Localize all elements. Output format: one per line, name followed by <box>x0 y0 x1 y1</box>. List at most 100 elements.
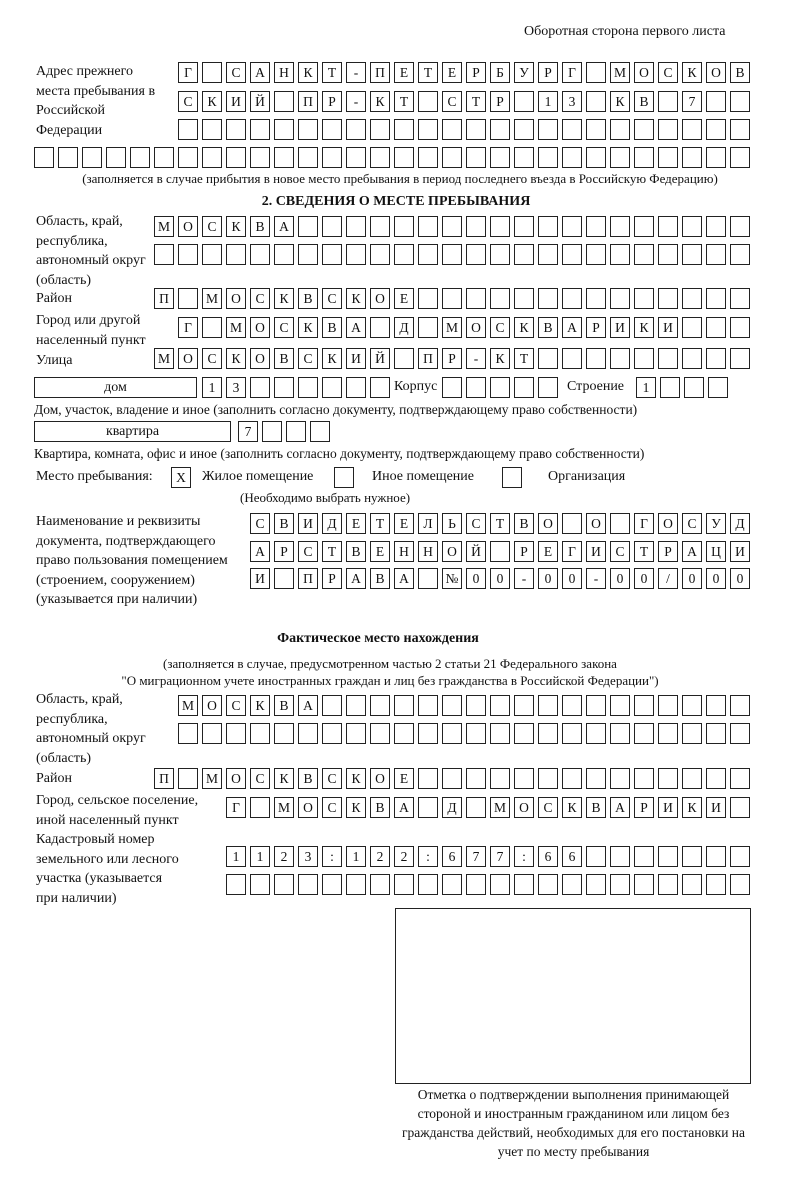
char-cell[interactable] <box>442 723 462 744</box>
char-cell[interactable]: И <box>610 317 630 338</box>
char-cell[interactable] <box>658 348 678 369</box>
char-cell[interactable]: К <box>514 317 534 338</box>
char-cell[interactable]: О <box>586 513 606 534</box>
char-cell[interactable]: 3 <box>298 846 318 867</box>
char-cell[interactable] <box>538 288 558 309</box>
char-cell[interactable]: С <box>298 348 318 369</box>
char-cell[interactable] <box>226 147 246 168</box>
char-cell[interactable] <box>730 695 750 716</box>
char-cell[interactable] <box>394 874 414 895</box>
char-cell[interactable]: : <box>514 846 534 867</box>
char-cell[interactable] <box>586 244 606 265</box>
char-cell[interactable] <box>682 244 702 265</box>
char-cell[interactable]: О <box>370 768 390 789</box>
char-cell[interactable] <box>442 874 462 895</box>
char-cell[interactable] <box>298 119 318 140</box>
char-cell[interactable] <box>178 119 198 140</box>
char-cell[interactable] <box>418 119 438 140</box>
char-cell[interactable] <box>250 147 270 168</box>
char-cell[interactable] <box>418 723 438 744</box>
char-cell[interactable] <box>610 244 630 265</box>
char-cell[interactable] <box>682 348 702 369</box>
char-cell[interactable]: Т <box>322 62 342 83</box>
char-cell[interactable]: В <box>322 317 342 338</box>
char-cell[interactable] <box>34 147 54 168</box>
char-cell[interactable]: Е <box>442 62 462 83</box>
char-cell[interactable] <box>442 119 462 140</box>
char-cell[interactable] <box>610 768 630 789</box>
char-cell[interactable]: Р <box>634 797 654 818</box>
char-cell[interactable]: № <box>442 568 462 589</box>
char-cell[interactable] <box>286 421 306 442</box>
char-cell[interactable] <box>298 147 318 168</box>
char-cell[interactable] <box>610 723 630 744</box>
stay-checkbox-organization[interactable] <box>502 467 522 488</box>
char-cell[interactable] <box>370 377 390 398</box>
char-cell[interactable] <box>660 377 680 398</box>
char-cell[interactable]: В <box>538 317 558 338</box>
char-cell[interactable] <box>658 288 678 309</box>
char-cell[interactable]: С <box>274 317 294 338</box>
char-cell[interactable]: 6 <box>562 846 582 867</box>
char-cell[interactable] <box>586 348 606 369</box>
char-cell[interactable]: 1 <box>226 846 246 867</box>
char-cell[interactable] <box>730 288 750 309</box>
char-cell[interactable]: К <box>298 317 318 338</box>
char-cell[interactable]: Р <box>322 91 342 112</box>
stay-checkbox-other[interactable] <box>334 467 354 488</box>
char-cell[interactable] <box>706 348 726 369</box>
char-cell[interactable]: С <box>610 541 630 562</box>
char-cell[interactable] <box>634 147 654 168</box>
char-cell[interactable] <box>490 541 510 562</box>
char-cell[interactable]: 1 <box>250 846 270 867</box>
char-cell[interactable] <box>418 147 438 168</box>
char-cell[interactable]: К <box>610 91 630 112</box>
char-cell[interactable] <box>466 874 486 895</box>
char-cell[interactable]: 1 <box>202 377 222 398</box>
char-cell[interactable] <box>58 147 78 168</box>
char-cell[interactable]: В <box>370 797 390 818</box>
char-cell[interactable]: В <box>298 288 318 309</box>
char-cell[interactable]: А <box>298 695 318 716</box>
char-cell[interactable] <box>202 317 222 338</box>
char-cell[interactable] <box>322 216 342 237</box>
char-cell[interactable] <box>490 288 510 309</box>
char-cell[interactable]: В <box>274 513 294 534</box>
char-cell[interactable] <box>634 723 654 744</box>
char-cell[interactable]: А <box>394 568 414 589</box>
char-cell[interactable]: Г <box>634 513 654 534</box>
char-cell[interactable]: 0 <box>706 568 726 589</box>
char-cell[interactable] <box>586 768 606 789</box>
char-cell[interactable]: О <box>658 513 678 534</box>
char-cell[interactable]: 0 <box>682 568 702 589</box>
char-cell[interactable] <box>610 874 630 895</box>
char-cell[interactable] <box>706 216 726 237</box>
char-cell[interactable] <box>298 216 318 237</box>
char-cell[interactable] <box>442 288 462 309</box>
char-cell[interactable] <box>418 797 438 818</box>
char-cell[interactable]: О <box>178 348 198 369</box>
char-cell[interactable]: 0 <box>466 568 486 589</box>
char-cell[interactable]: Д <box>322 513 342 534</box>
char-cell[interactable] <box>610 513 630 534</box>
char-cell[interactable] <box>274 377 294 398</box>
char-cell[interactable] <box>586 723 606 744</box>
char-cell[interactable] <box>658 119 678 140</box>
char-cell[interactable]: К <box>634 317 654 338</box>
char-cell[interactable] <box>322 244 342 265</box>
char-cell[interactable]: С <box>682 513 702 534</box>
char-cell[interactable]: А <box>250 541 270 562</box>
char-cell[interactable]: Г <box>178 317 198 338</box>
char-cell[interactable]: С <box>250 288 270 309</box>
char-cell[interactable]: Т <box>490 513 510 534</box>
char-cell[interactable]: Г <box>562 62 582 83</box>
char-cell[interactable]: К <box>346 768 366 789</box>
char-cell[interactable] <box>586 846 606 867</box>
char-cell[interactable]: 2 <box>274 846 294 867</box>
char-cell[interactable] <box>562 874 582 895</box>
char-cell[interactable] <box>490 874 510 895</box>
char-cell[interactable] <box>466 695 486 716</box>
char-cell[interactable]: М <box>226 317 246 338</box>
char-cell[interactable]: А <box>274 216 294 237</box>
char-cell[interactable] <box>514 874 534 895</box>
